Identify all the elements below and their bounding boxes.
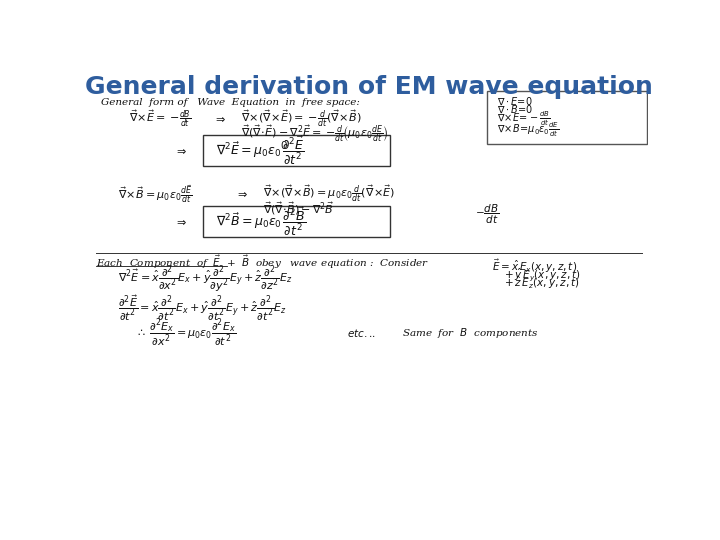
Text: $\vec{\nabla}\!\times\!\vec{E}=-\!\frac{dB}{dt}$: $\vec{\nabla}\!\times\!\vec{E}=-\!\frac{… xyxy=(129,109,192,129)
Text: General derivation of EM wave equation: General derivation of EM wave equation xyxy=(85,75,653,99)
Text: $\nabla\cdot E\!=\!0$: $\nabla\cdot E\!=\!0$ xyxy=(498,96,534,107)
Text: $\vec{\nabla}\!\times\!(\vec{\nabla}\!\times\!\vec{B})=\mu_0\varepsilon_0\frac{d: $\vec{\nabla}\!\times\!(\vec{\nabla}\!\t… xyxy=(263,184,395,204)
Text: $0$: $0$ xyxy=(280,139,287,151)
Text: $\nabla^2\vec{E}=\hat{x}\dfrac{\partial^2}{\partial x^2}E_x+\hat{y}\dfrac{\parti: $\nabla^2\vec{E}=\hat{x}\dfrac{\partial^… xyxy=(118,263,292,295)
Text: $\Rightarrow$: $\Rightarrow$ xyxy=(213,114,225,124)
Text: $\Rightarrow$: $\Rightarrow$ xyxy=(174,146,186,156)
Text: $\quad+\hat{y}\,E_y(x,y,z,t)$: $\quad+\hat{y}\,E_y(x,y,z,t)$ xyxy=(492,266,580,283)
Text: $\nabla^2\vec{E}=\mu_0\varepsilon_0\,\dfrac{\partial^2\vec{E}}{\partial t^2}$: $\nabla^2\vec{E}=\mu_0\varepsilon_0\,\df… xyxy=(215,135,304,167)
Text: $\vec{E}=\hat{x}\,E_x(x,y,z,t)$: $\vec{E}=\hat{x}\,E_x(x,y,z,t)$ xyxy=(492,258,577,275)
Text: $\vec{\nabla}\!\times\!(\vec{\nabla}\!\times\!\vec{E})=-\!\frac{d}{dt}(\vec{\nab: $\vec{\nabla}\!\times\!(\vec{\nabla}\!\t… xyxy=(240,109,361,129)
Text: General  form of   Wave  Equation  in  free space:: General form of Wave Equation in free sp… xyxy=(101,98,360,107)
Text: $\vec{\nabla}(\vec{\nabla}\!\cdot\!\vec{E})-\nabla^2\vec{E}=-\!\frac{d}{dt}\!\le: $\vec{\nabla}(\vec{\nabla}\!\cdot\!\vec{… xyxy=(240,124,388,144)
FancyBboxPatch shape xyxy=(203,206,390,237)
Text: $\nabla^2\vec{B}=\mu_0\varepsilon_0\,\dfrac{\partial^2\vec{B}}{\partial t^2}$: $\nabla^2\vec{B}=\mu_0\varepsilon_0\,\df… xyxy=(215,206,305,238)
Text: $\therefore\;\dfrac{\partial^2 E_x}{\partial x^2}=\mu_0\varepsilon_0\dfrac{\part: $\therefore\;\dfrac{\partial^2 E_x}{\par… xyxy=(135,317,236,349)
Text: $-\dfrac{dB}{dt}$: $-\dfrac{dB}{dt}$ xyxy=(475,203,500,226)
Text: $etc.$..: $etc.$.. xyxy=(347,327,376,339)
Text: $\quad+\hat{z}\,E_z(x,y,z,t)$: $\quad+\hat{z}\,E_z(x,y,z,t)$ xyxy=(492,275,580,291)
Text: $\dfrac{\partial^2\vec{E}}{\partial t^2}=\hat{x}\dfrac{\partial^2}{\partial t^2}: $\dfrac{\partial^2\vec{E}}{\partial t^2}… xyxy=(118,294,287,322)
Text: $\Rightarrow$: $\Rightarrow$ xyxy=(174,217,186,227)
Text: $\nabla\!\times\! E\!=\!-\frac{dB}{dt}$: $\nabla\!\times\! E\!=\!-\frac{dB}{dt}$ xyxy=(498,110,551,128)
Text: Same  for  $B$  components: Same for $B$ components xyxy=(402,326,539,340)
Text: $\nabla\!\times\! B\!=\!\mu_0\varepsilon_0\frac{dE}{dt}$: $\nabla\!\times\! B\!=\!\mu_0\varepsilon… xyxy=(498,120,559,139)
Text: $\vec{\nabla}(\vec{\nabla}\!\cdot\!\vec{B})-\nabla^2\vec{B}$: $\vec{\nabla}(\vec{\nabla}\!\cdot\!\vec{… xyxy=(263,200,334,217)
Text: $\nabla\cdot B\!=\!0$: $\nabla\cdot B\!=\!0$ xyxy=(498,104,534,116)
FancyBboxPatch shape xyxy=(203,135,390,166)
Text: $\vec{\nabla}\!\times\!\vec{B}=\mu_0\varepsilon_0\frac{d\vec{E}}{dt}$: $\vec{\nabla}\!\times\!\vec{B}=\mu_0\var… xyxy=(118,183,192,205)
FancyBboxPatch shape xyxy=(487,91,647,144)
Text: $\Rightarrow$: $\Rightarrow$ xyxy=(235,188,248,199)
Text: Each  Component  of  $\vec{E}$  +  $\vec{B}$  obey   wave equation :  Consider: Each Component of $\vec{E}$ + $\vec{B}$ … xyxy=(96,254,429,271)
